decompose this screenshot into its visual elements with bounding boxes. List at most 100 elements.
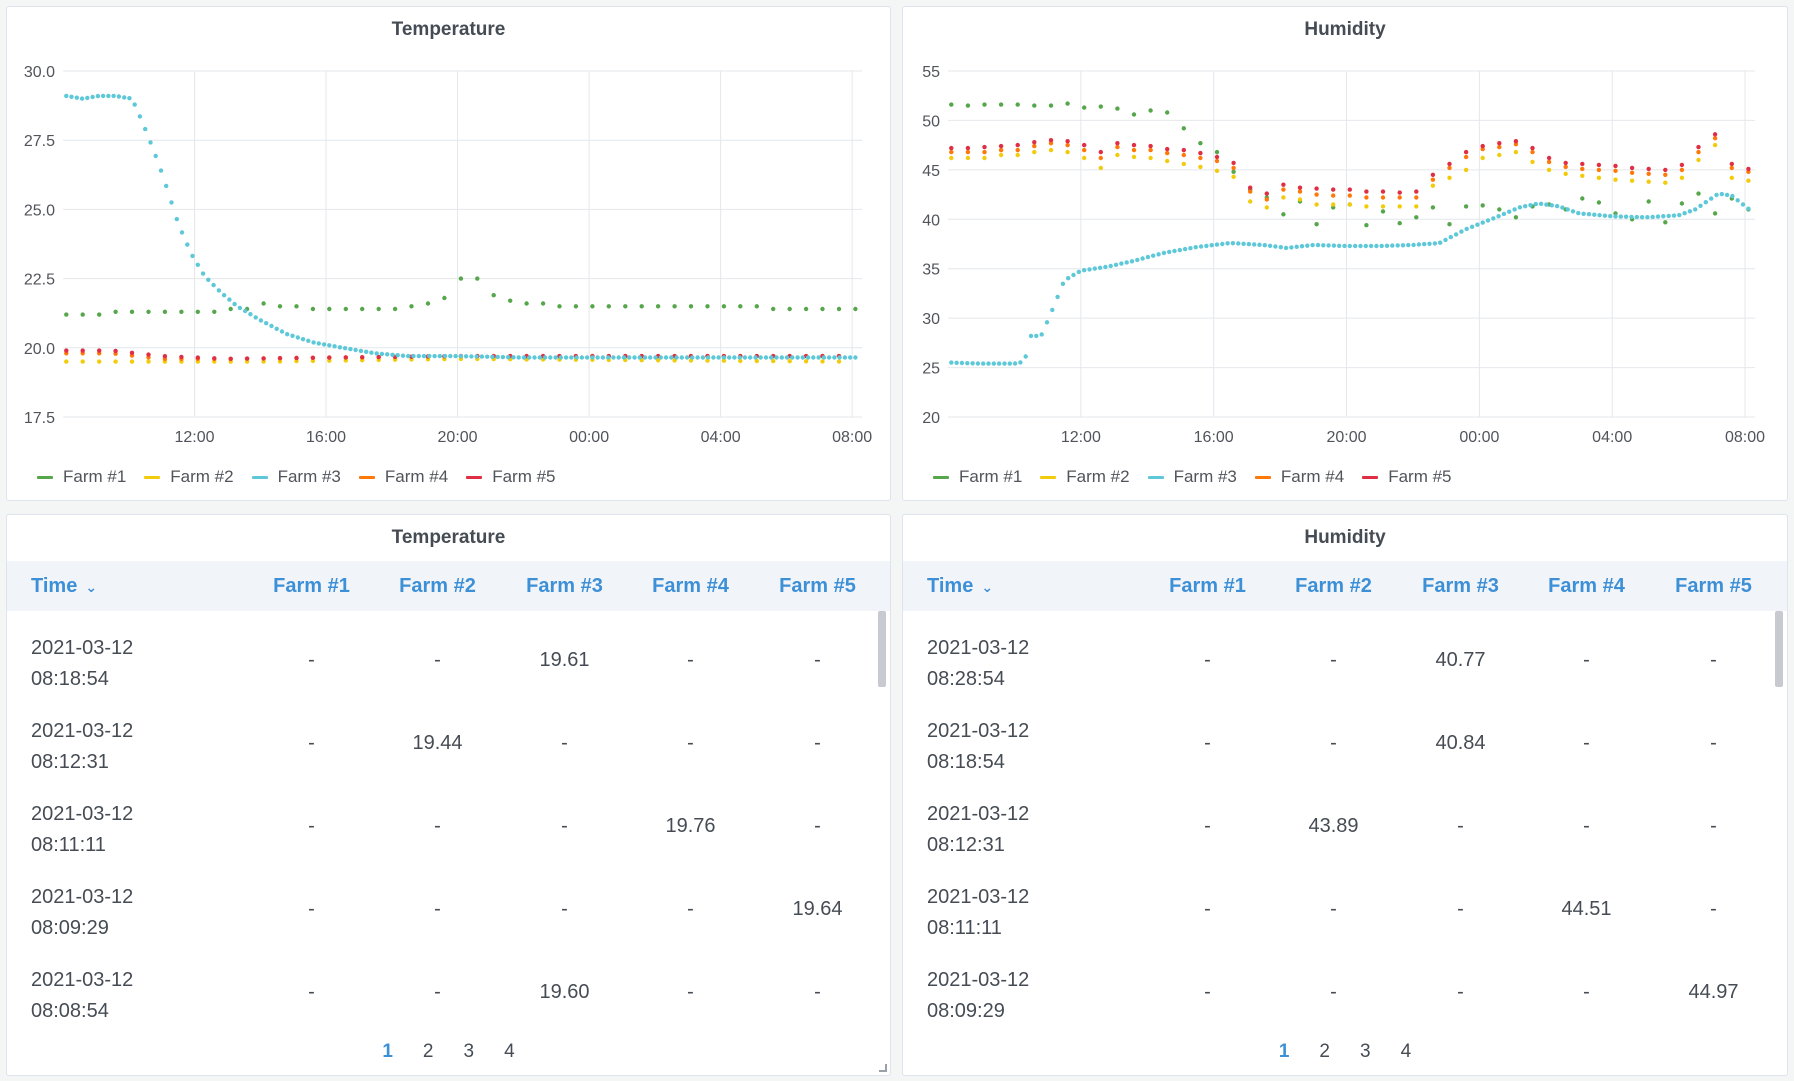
legend-item-farm-5[interactable]: Farm #5 (466, 467, 555, 487)
data-point (506, 355, 511, 360)
data-point (1108, 263, 1113, 269)
legend-item-farm-1[interactable]: Farm #1 (933, 467, 1022, 487)
table-row: 2021-03-12 08:18:54 - - 40.84 - - (903, 702, 1787, 785)
data-point (1576, 210, 1581, 216)
data-point (1225, 241, 1230, 246)
legend-item-farm-3[interactable]: Farm #3 (251, 467, 341, 487)
data-point (1646, 179, 1651, 184)
data-point (1380, 209, 1386, 214)
resize-handle-icon[interactable] (879, 1064, 887, 1072)
data-point (558, 355, 563, 360)
column-header-farm-5[interactable]: Farm #5 (779, 575, 856, 597)
column-header-farm-1[interactable]: Farm #1 (1169, 575, 1246, 597)
data-point (1696, 191, 1701, 196)
page-4-button[interactable]: 4 (1400, 1041, 1412, 1062)
column-header-farm-1[interactable]: Farm #1 (273, 575, 350, 597)
scrollbar[interactable] (878, 611, 886, 687)
data-point (442, 295, 447, 301)
data-point (1039, 332, 1044, 337)
data-point (311, 340, 316, 345)
value-cell: - (1710, 649, 1717, 671)
data-point (1214, 158, 1220, 164)
column-header-farm-3[interactable]: Farm #3 (526, 575, 603, 597)
data-point (310, 306, 316, 312)
value-cell: - (1583, 981, 1590, 1003)
data-point (1347, 187, 1352, 192)
temperature-table-panel: Temperature Time ⌄ Farm #1 Farm #2 Farm #… (6, 514, 891, 1076)
column-header-farm-3[interactable]: Farm #3 (1422, 575, 1499, 597)
data-point (369, 350, 374, 355)
data-point (185, 242, 190, 247)
page-1-button[interactable]: 1 (382, 1041, 393, 1062)
data-point (805, 355, 811, 360)
data-point (1347, 243, 1352, 249)
legend-item-farm-3[interactable]: Farm #3 (1147, 467, 1237, 487)
data-point (1712, 142, 1718, 148)
data-point (1646, 199, 1651, 204)
data-point (959, 360, 965, 366)
data-point (1414, 204, 1419, 209)
data-point (232, 301, 237, 307)
value-cell: - (1583, 815, 1590, 837)
data-point (1299, 244, 1305, 249)
data-point (1397, 221, 1402, 226)
legend-item-farm-4[interactable]: Farm #4 (358, 467, 448, 487)
data-point (1015, 102, 1020, 107)
page-2-button[interactable]: 2 (1319, 1041, 1330, 1062)
column-header-farm-2[interactable]: Farm #2 (399, 575, 476, 597)
data-point (1530, 145, 1535, 151)
column-header-farm-2[interactable]: Farm #2 (1295, 575, 1372, 597)
legend-item-farm-2[interactable]: Farm #2 (1040, 467, 1130, 487)
data-point (721, 355, 727, 360)
table-row: 2021-03-12 08:12:31 - 43.89 - - - (903, 785, 1787, 868)
data-point (421, 353, 427, 359)
data-point (674, 355, 679, 360)
column-header-farm-4[interactable]: Farm #4 (1548, 575, 1625, 597)
data-point (1730, 193, 1735, 199)
data-point (1028, 333, 1034, 339)
data-point (295, 335, 300, 340)
page-4-button[interactable]: 4 (504, 1041, 515, 1062)
page-2-button[interactable]: 2 (422, 1041, 434, 1062)
data-point (1447, 165, 1452, 171)
data-point (1655, 214, 1661, 219)
data-point (623, 304, 628, 309)
data-point (200, 271, 206, 276)
data-point (228, 356, 233, 361)
data-point (1098, 104, 1103, 109)
column-header-time[interactable]: Time ⌄ (927, 561, 993, 611)
data-point (343, 355, 348, 360)
data-point (1634, 214, 1639, 220)
scrollbar[interactable] (1775, 611, 1783, 687)
page-3-button[interactable]: 3 (463, 1041, 475, 1062)
data-point (795, 355, 800, 360)
legend-item-farm-1[interactable]: Farm #1 (37, 467, 126, 487)
data-point (327, 358, 332, 363)
data-point (143, 126, 148, 132)
data-point (1032, 103, 1037, 108)
data-point (500, 354, 506, 360)
data-point (1608, 213, 1613, 219)
data-point (1314, 202, 1319, 207)
table-row: 2021-03-12 08:18:54 - - 19.61 - - (7, 619, 890, 702)
data-point (1380, 195, 1386, 200)
column-header-farm-4[interactable]: Farm #4 (652, 575, 729, 597)
legend-item-farm-2[interactable]: Farm #2 (144, 467, 234, 487)
data-point (965, 149, 971, 155)
column-header-farm-5[interactable]: Farm #5 (1675, 575, 1752, 597)
data-point (1214, 154, 1220, 160)
legend: Farm #1 Farm #2 Farm #3 Farm #4 Farm #5 (37, 467, 555, 487)
legend-item-farm-4[interactable]: Farm #4 (1254, 467, 1344, 487)
legend-item-farm-5[interactable]: Farm #5 (1362, 467, 1451, 487)
page-3-button[interactable]: 3 (1360, 1041, 1371, 1062)
data-point (1165, 146, 1170, 152)
column-header-time[interactable]: Time ⌄ (31, 561, 97, 611)
data-point (1358, 243, 1363, 249)
data-point (294, 358, 299, 364)
data-point (779, 355, 784, 360)
data-point (321, 342, 327, 347)
page-1-button[interactable]: 1 (1278, 1041, 1290, 1062)
value-cell: - (1204, 649, 1211, 671)
data-point (1181, 152, 1186, 158)
data-point (1264, 197, 1269, 202)
